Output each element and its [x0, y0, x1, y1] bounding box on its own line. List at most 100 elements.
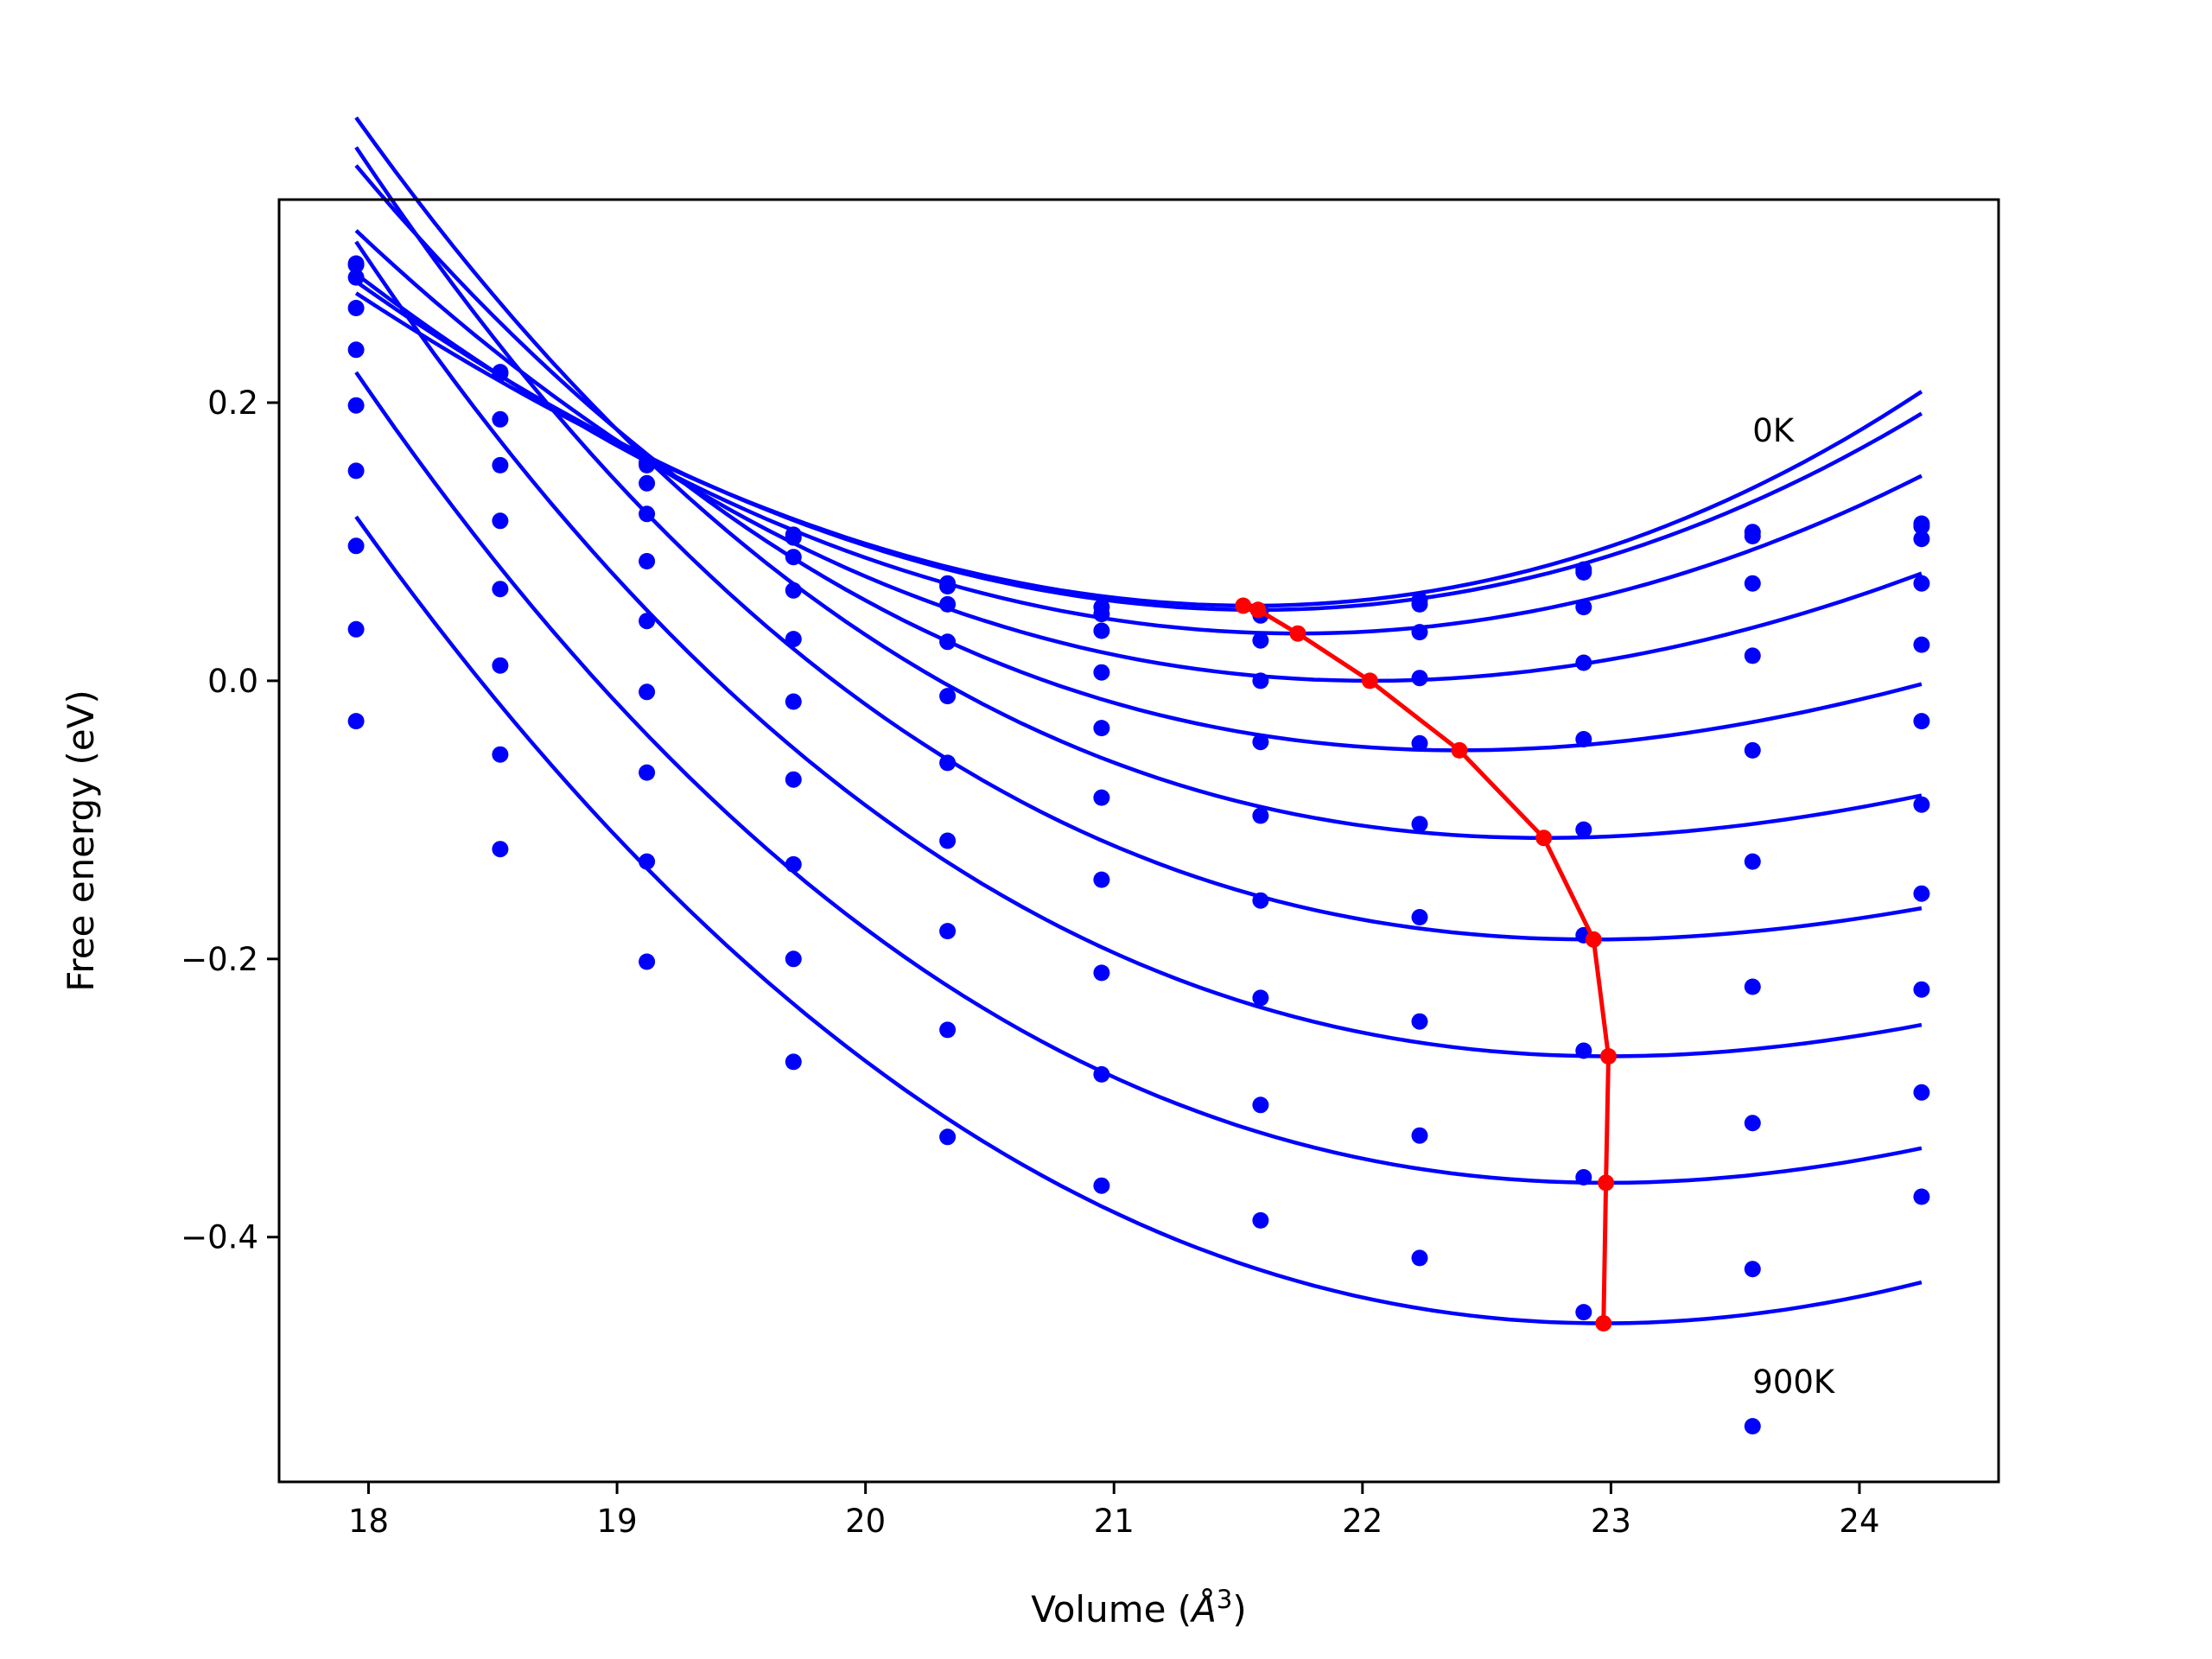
fit-curve-4 [354, 229, 1923, 683]
minimum-point [1598, 1174, 1615, 1192]
data-point [1252, 632, 1269, 649]
data-point [639, 613, 656, 630]
data-point [1744, 528, 1761, 544]
data-point [785, 549, 802, 566]
data-point [1093, 871, 1110, 888]
data-point [939, 1021, 957, 1039]
data-point [1411, 734, 1428, 752]
fit-curve-10 [354, 515, 1923, 1325]
data-point [1411, 595, 1428, 613]
data-point [639, 474, 656, 492]
data-point [1575, 821, 1592, 838]
data-point [1093, 1177, 1110, 1194]
data-point [1744, 575, 1761, 592]
data-point [639, 853, 656, 870]
minimum-point [1535, 830, 1553, 847]
temperature-annotation: 0K [1752, 412, 1796, 449]
x-tick-label: 22 [1342, 1503, 1382, 1540]
data-point [639, 553, 656, 569]
data-point [639, 505, 656, 523]
data-point [785, 855, 802, 873]
data-point [1913, 518, 1930, 535]
data-point [347, 341, 365, 359]
data-point [1913, 713, 1930, 730]
data-point [347, 462, 365, 480]
data-point [785, 529, 802, 546]
data-point [1913, 1188, 1930, 1205]
data-point [492, 581, 509, 598]
data-point [1411, 670, 1428, 687]
y-axis-ticks: 0.2 0.0 −0.2 −0.4 [181, 385, 279, 1256]
minimum-point [1361, 672, 1378, 690]
x-tick-label: 23 [1591, 1503, 1631, 1540]
minimum-point [1585, 931, 1602, 948]
data-point [785, 771, 802, 788]
data-point [347, 713, 365, 730]
data-point [1252, 734, 1269, 751]
data-point [1575, 1169, 1592, 1185]
data-point [347, 537, 365, 555]
minimum-point [1595, 1315, 1612, 1332]
fit-curve-8 [354, 240, 1923, 1058]
data-point [1913, 531, 1930, 548]
data-point [1252, 672, 1269, 690]
data-point [347, 257, 365, 274]
data-point [1744, 853, 1761, 870]
fit-curves [354, 116, 1923, 1325]
fit-curve-9 [354, 371, 1923, 1185]
plot-frame [277, 198, 2000, 1484]
data-point [1575, 563, 1592, 581]
data-point [939, 754, 957, 772]
minimum-point [1235, 597, 1252, 614]
data-point [1093, 789, 1110, 806]
minima-path [1235, 597, 1617, 1332]
data-point [1913, 1084, 1930, 1101]
minimum-point [1451, 741, 1468, 759]
data-point [1252, 989, 1269, 1007]
y-tick-label: 0.2 [207, 385, 258, 422]
x-tick-label: 19 [597, 1503, 638, 1540]
data-point [1411, 909, 1428, 925]
y-tick-label: −0.4 [181, 1219, 258, 1256]
data-point [1252, 807, 1269, 824]
data-point [939, 578, 957, 594]
data-point [939, 633, 957, 651]
data-point [1913, 885, 1930, 902]
data-point [939, 832, 957, 849]
data-point [939, 1128, 957, 1146]
data-point [785, 950, 802, 968]
data-point [1744, 1418, 1761, 1435]
data-point [1411, 816, 1428, 833]
data-point [785, 693, 802, 710]
data-point [347, 397, 365, 414]
data-point [639, 456, 656, 474]
data-point [785, 631, 802, 648]
data-point [1575, 731, 1592, 747]
data-point [1744, 978, 1761, 995]
x-axis-label: Volume (Å3) [1031, 1585, 1247, 1630]
y-tick-label: 0.0 [207, 663, 258, 700]
data-point [1093, 664, 1110, 681]
data-point [1411, 1013, 1428, 1030]
data-point [1744, 741, 1761, 759]
data-point [347, 620, 365, 638]
data-point [1093, 964, 1110, 982]
data-point [492, 512, 509, 530]
data-point [785, 582, 802, 599]
fit-curve-6 [354, 116, 1923, 841]
data-point [785, 1053, 802, 1071]
fit-curve-3 [354, 272, 1923, 636]
data-point [1252, 892, 1269, 909]
y-tick-label: −0.2 [181, 941, 258, 978]
data-point [639, 764, 656, 781]
data-point [1093, 720, 1110, 737]
data-point [1411, 624, 1428, 641]
x-tick-label: 21 [1094, 1503, 1135, 1540]
data-point [1252, 1096, 1269, 1114]
data-point [1093, 622, 1110, 639]
temperature-annotation: 900K [1752, 1363, 1836, 1401]
data-points [347, 255, 1930, 1435]
data-point [492, 456, 509, 474]
